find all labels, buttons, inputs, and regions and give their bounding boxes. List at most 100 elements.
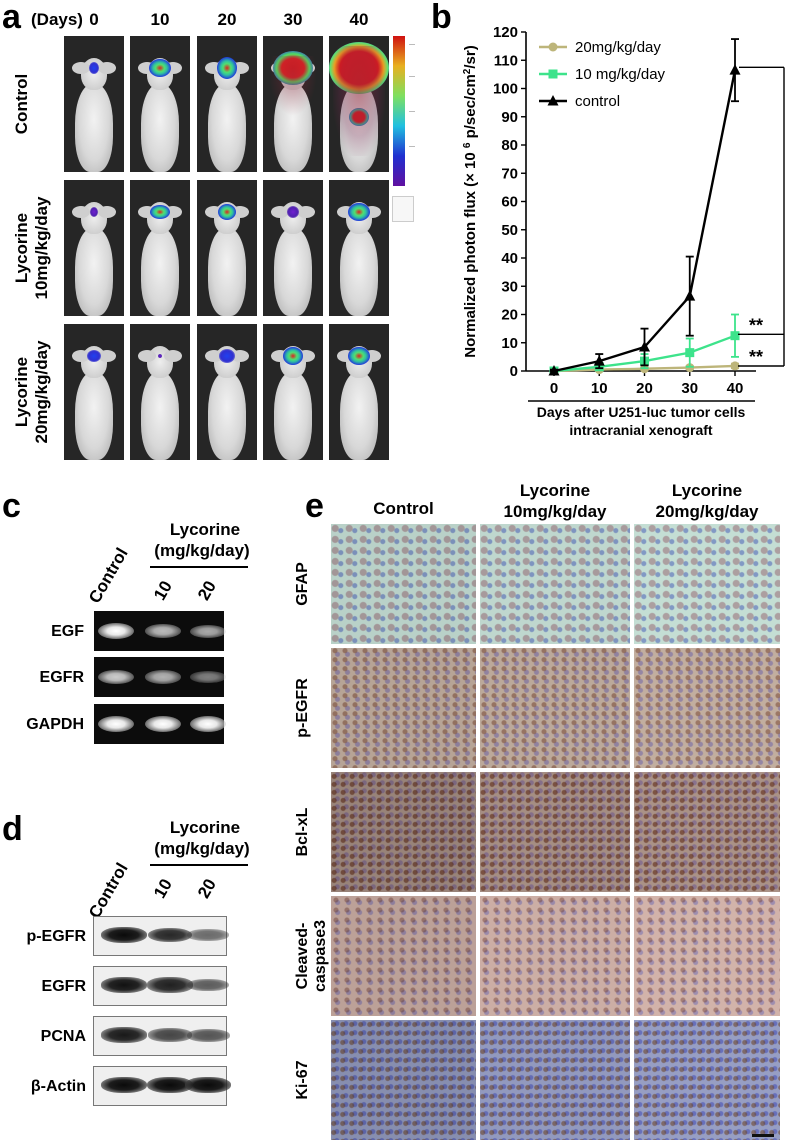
mouse-ear [98,62,116,74]
signal-hotspot [273,51,313,85]
data-point [593,355,605,366]
column-header-line2: 20mg/kg/day [655,502,759,522]
signal-hotspot [217,57,237,79]
gel-band [98,716,134,732]
data-point [684,290,696,301]
blot-band [101,1027,147,1043]
mouse-body [141,372,179,460]
ihc-image [480,896,630,1016]
y-tick-label: 100 [493,81,518,98]
signal-hotspot [89,62,99,74]
gel-band [145,716,181,732]
gene-label: EGF [51,623,84,640]
day-label: 40 [349,10,369,29]
y-tick-label: 40 [501,250,518,267]
ihc-image [634,896,780,1016]
column-header: Lycorine 20mg/kg/day [627,480,787,523]
row-label-line2: 10mg/kg/day [31,196,51,300]
mouse-body [75,372,113,460]
panel-d-label: d [2,810,23,848]
color-scale-ticks [409,36,417,186]
mouse-body [274,84,312,172]
mouse-ear [98,350,116,362]
scale-info-box [392,196,414,222]
mouse-body [75,84,113,172]
dose-label: 10 [150,577,176,604]
y-tick-label: 60 [501,194,518,211]
x-axis-label-line1: Days after U251-luc tumor cells [537,404,746,420]
dose-label: 10 [150,875,176,902]
gel-band [190,671,226,683]
ihc-image [480,524,630,644]
blot-band [185,1077,231,1093]
mouse-ear [271,206,289,218]
y-axis-label-part: /sr) [462,45,479,68]
panel-b-label: b [431,0,452,36]
day-label: 0 [89,10,99,29]
column-header-line2: 10mg/kg/day [503,502,607,522]
gene-label: GAPDH [26,716,84,733]
mouse-image [263,324,323,460]
mouse-image [263,180,323,316]
ihc-row-label-line1: Cleaved- [294,922,311,990]
mouse-image [329,180,389,316]
blot-band [147,927,193,943]
ihc-image [331,648,476,768]
treatment-title: Lycorine [169,520,241,539]
signal-hotspot [150,205,170,219]
gel-band [98,623,134,639]
data-point [729,64,741,75]
mouse-ear [138,350,156,362]
mouse-ear [231,350,249,362]
mouse-body [75,228,113,316]
days-axis-label: (Days) [31,10,83,29]
blot-band [186,928,230,942]
mouse-image [64,36,124,172]
gel-band [190,716,226,732]
column-header-line1: Lycorine [671,481,743,500]
signal-hotspot [283,347,303,365]
dose-label: 20 [194,875,220,902]
treatment-unit: (mg/kg/day) [154,541,250,560]
data-point [548,365,560,376]
treatment-unit: (mg/kg/day) [154,839,250,858]
gel-band [190,624,226,638]
signal-hotspot [348,203,370,221]
blot-band [101,1077,147,1093]
mouse-image [329,36,389,172]
y-axis-label-part: Normalized photon flux (× 10 [462,148,479,358]
legend-marker [548,69,558,79]
y-axis-label: Normalized photon flux (× 10 6 p/sec/cm2… [462,45,480,357]
mouse-body [208,228,246,316]
photon-flux-chart: 0 10 20 30 40 50 60 70 80 90 100 110 120 0 10 20 30 40 Day… [462,24,785,438]
mouse-image [64,180,124,316]
protein-label: p-EGFR [26,928,86,945]
mouse-body [274,228,312,316]
ihc-image [634,1020,780,1140]
legend-label: control [575,93,620,110]
treatment-rule [150,566,248,568]
significance-mark: ** [749,315,763,335]
dose-label: 20 [194,577,220,604]
panel-a-label: a [2,0,21,36]
y-tick-label: 120 [493,24,518,41]
gel-band [145,624,181,638]
mouse-ear [72,350,90,362]
signal-hotspot [87,350,101,362]
mouse-body [274,372,312,460]
ihc-row-label-line1: Bcl-xL [294,807,311,857]
mouse-ear [164,350,182,362]
treatment-title: Lycorine [169,818,241,837]
data-point [730,361,740,371]
ihc-row-label-line1: GFAP [294,562,311,606]
y-axis-label-superscript: 2 [462,68,473,74]
column-header-line1: Lycorine [519,481,591,500]
ihc-row-label-line1: p-EGFR [294,678,311,738]
y-tick-label: 50 [501,222,518,239]
row-label-line2: 20mg/kg/day [31,340,51,444]
series-line-2 [553,69,737,373]
y-tick-label: 70 [501,165,518,182]
row-label: Lycorine 20mg/kg/day [12,322,56,462]
ihc-image [480,772,630,892]
day-label: 20 [217,10,237,29]
